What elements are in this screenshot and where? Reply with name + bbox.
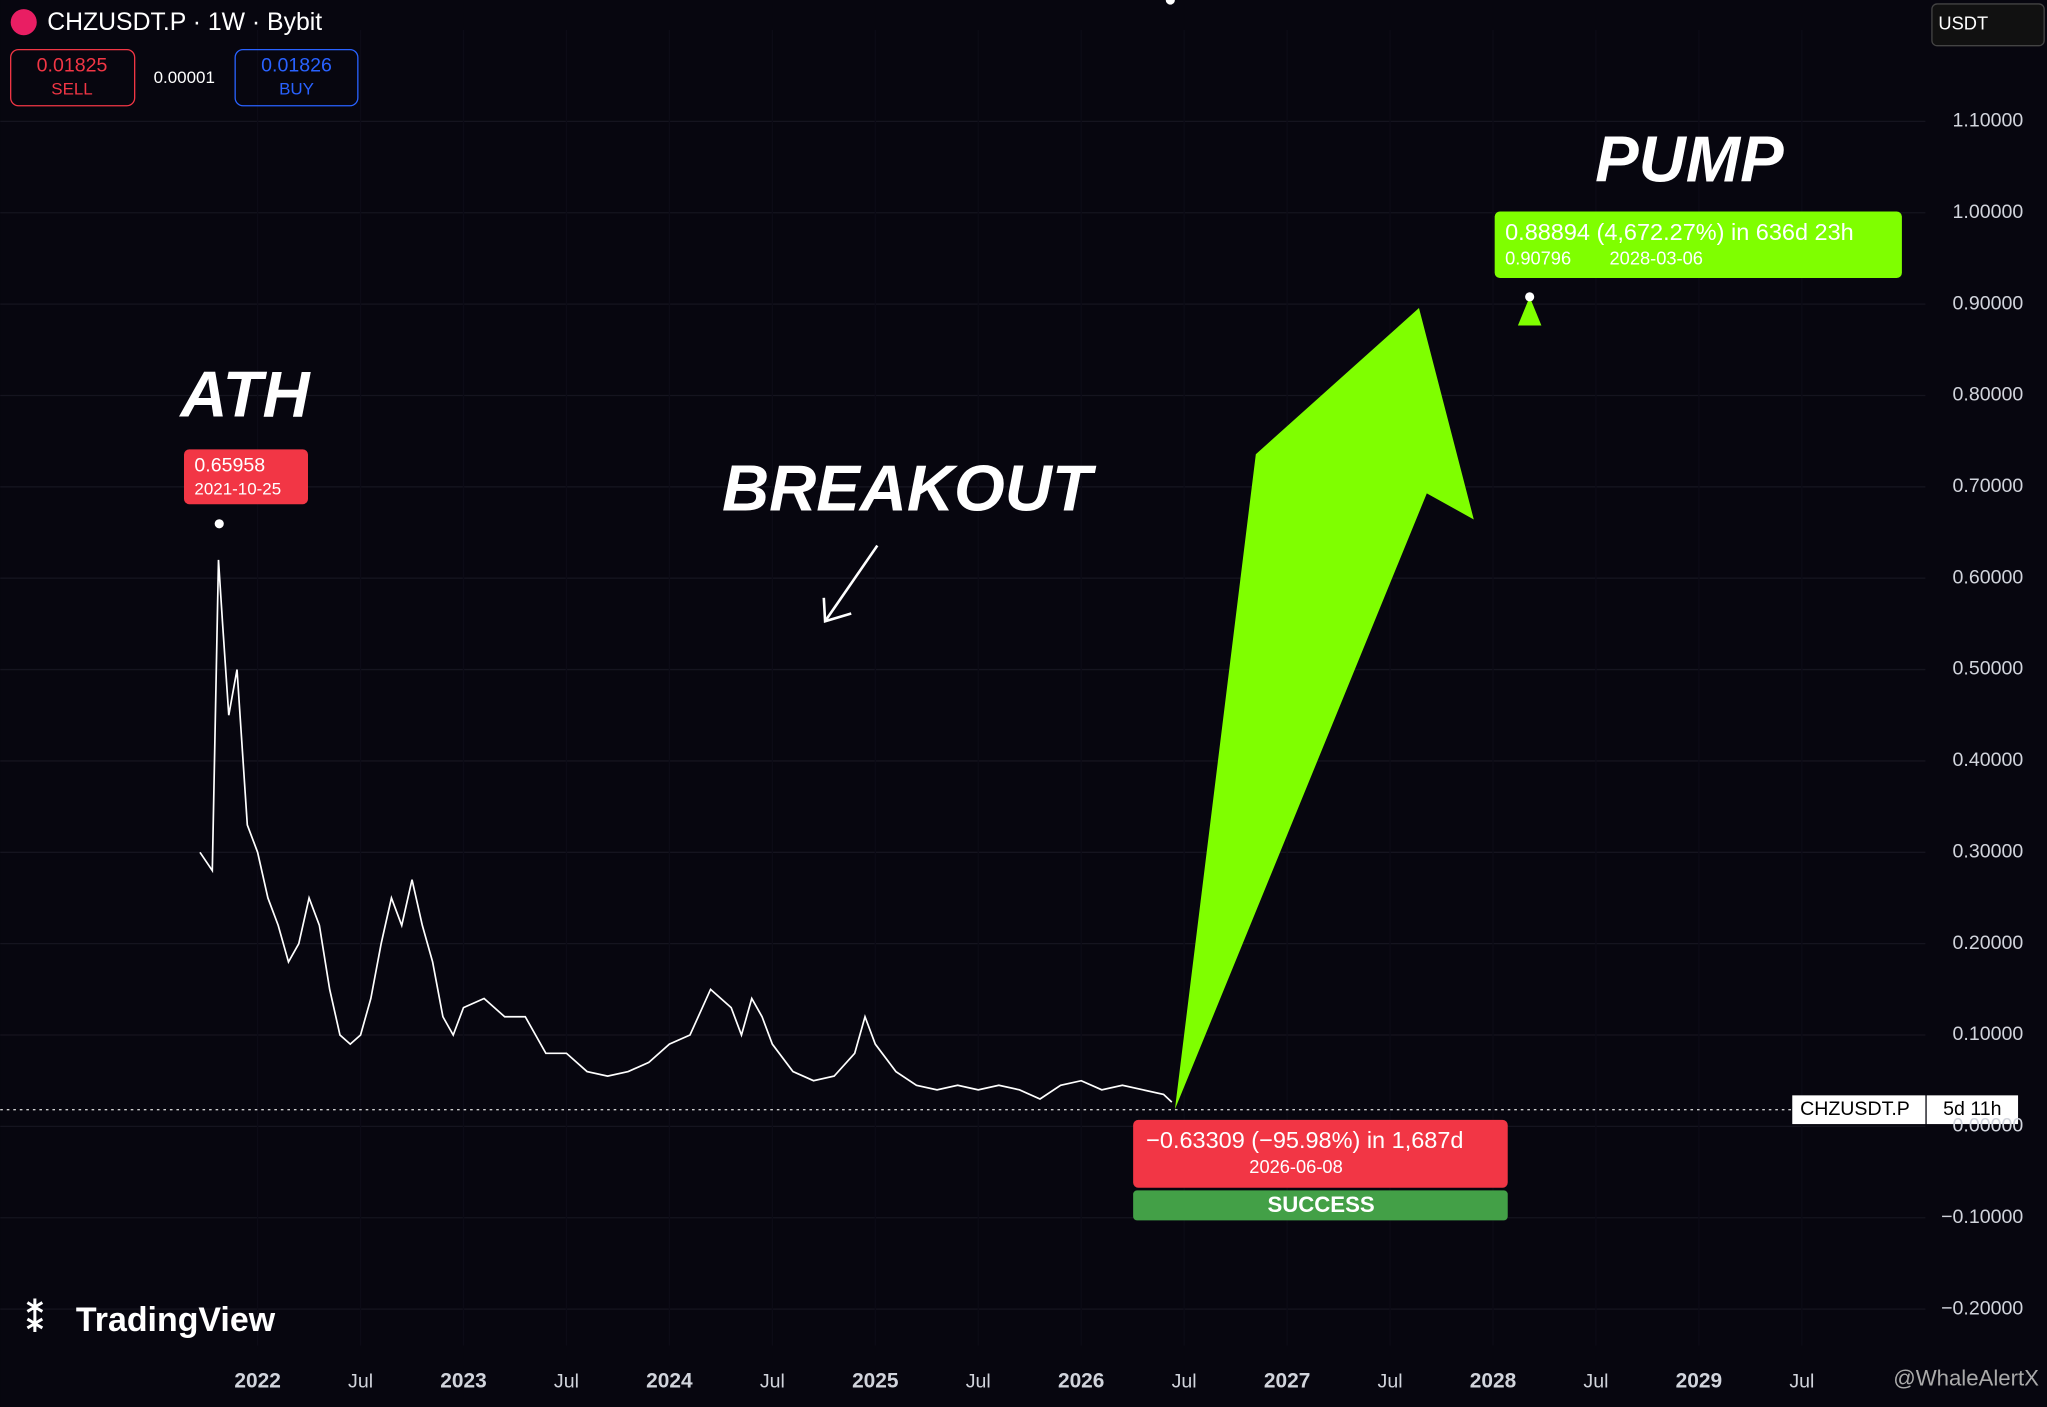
x-tick-label: Jul [348,1370,373,1392]
success: SUCCESS [1267,1192,1374,1217]
pump-label: PUMP [1595,123,1784,196]
drop-label-box [1133,1119,1508,1188]
x-tick-label: Jul [1789,1370,1814,1392]
currency[interactable]: USDT [1938,13,1988,34]
y-tick-label: −0.20000 [1941,1297,2023,1319]
ath-date: 2021-10-25 [194,479,281,498]
breakout-arrow [824,544,879,623]
target-point [1525,292,1535,302]
y-tick-label: 0.40000 [1953,749,2024,771]
y-tick-label: 0.30000 [1953,840,2024,862]
symbol-icon [10,9,37,36]
price-tag-symbol: CHZUSDT.P [1800,1098,1910,1120]
pump-label-box [1494,211,1902,279]
y-tick-label: 0.60000 [1953,566,2024,588]
buy-label[interactable]: BUY [279,80,314,99]
watermark: @WhaleAlertX [1893,1365,2039,1390]
y-tick-label: 1.10000 [1953,110,2024,132]
logo-text: TradingView [76,1301,276,1339]
ath-title: ATH [178,358,311,431]
y-tick-label: 0.80000 [1953,384,2024,406]
success-box [1133,1190,1508,1221]
ath-label-box [184,449,308,505]
buy-price[interactable]: 0.01826 [261,55,332,77]
currency-select[interactable] [1931,3,2045,47]
x-tick-label: 2022 [234,1370,280,1393]
annotations: CHZUSDT.P 5d 11h 0.65958 2021-10-25 −0.63309… [184,0,2019,1221]
drop-text: −0.63309 (−95.98%) in 1,687d [1146,1127,1463,1153]
y-tick-label: −0.10000 [1941,1206,2023,1228]
breakout-arrowhead [822,597,852,623]
logo: ⁑ [26,1299,43,1339]
x-tick-label: Jul [760,1370,785,1392]
low-date: 2026-06-08 [1249,1156,1342,1177]
x-tick-label: Jul [966,1370,991,1392]
y-tick-label: 0.10000 [1953,1023,2024,1045]
pump-arrow [1174,308,1474,1110]
y-tick-label: 0.00000 [1953,1115,2024,1137]
x-tick-label: 2026 [1058,1370,1104,1393]
breakout-label: BREAKOUT [722,452,1097,525]
target-date: 2028-03-06 [1610,248,1703,269]
spread: 0.00001 [154,68,215,87]
y-tick-label: 0.20000 [1953,932,2024,954]
x-tick-label: Jul [554,1370,579,1392]
plot [0,559,1791,1111]
y-tick-label: 0.90000 [1953,292,2024,314]
target-value: 0.90796 [1505,248,1571,269]
y-tick-label: 1.00000 [1953,201,2024,223]
countdown-box [1926,1095,2019,1125]
x-tick-label: 2029 [1676,1370,1722,1393]
sell-price[interactable]: 0.01825 [37,55,108,77]
x-tick-label: Jul [1172,1370,1197,1392]
low-point [1165,0,1175,5]
y-tick-label: 0.50000 [1953,658,2024,680]
x-tick-label: 2024 [646,1370,693,1393]
pump-text: 0.88894 (4,672.27%) in 636d 23h [1505,219,1854,245]
x-tick-label: 2028 [1470,1370,1516,1393]
symbol: CHZUSDT.P · 1W · Bybit [47,9,322,36]
sell-button[interactable] [10,48,136,107]
countdown: 5d 11h [1943,1098,2001,1120]
ath-value: 0.65958 [194,455,265,477]
x-tick-label: 2023 [440,1370,486,1393]
y-tick-label: 0.70000 [1953,475,2024,497]
x-tick-label: Jul [1583,1370,1608,1392]
pump-arc-head [1517,296,1542,326]
x-tick-label: 2025 [852,1370,899,1393]
x-tick-label: Jul [1378,1370,1403,1392]
price-line [199,559,1173,1103]
sell-label[interactable]: SELL [51,80,92,99]
price-tag [1792,1095,1926,1125]
ath-point [214,519,224,529]
x-tick-label: 2027 [1264,1370,1310,1393]
buy-button[interactable] [234,48,359,107]
